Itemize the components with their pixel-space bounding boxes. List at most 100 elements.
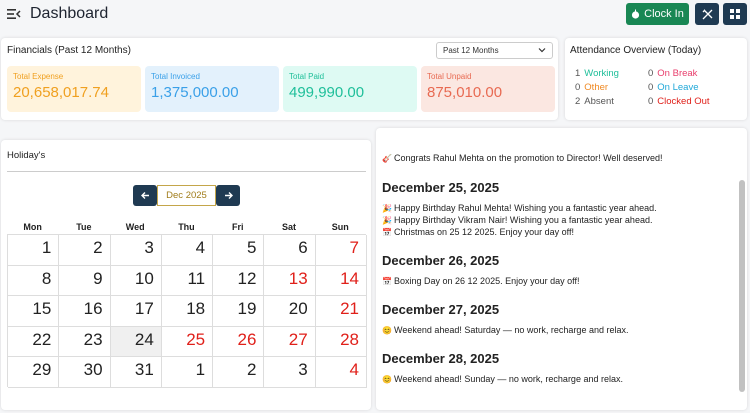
attendance-on-break: 0 On Break xyxy=(648,68,697,79)
total-invoiced-stat: Total Invoiced 1,375,000.00 xyxy=(145,66,279,112)
grid-button[interactable] xyxy=(723,3,747,25)
attendance-working: 1 Working xyxy=(575,68,619,79)
calendar-day[interactable]: 22 xyxy=(8,326,60,358)
calendar-day[interactable]: 25 xyxy=(161,326,214,358)
weekday-header: Wed xyxy=(125,222,145,232)
announcement-item: 📅 Boxing Day on 26 12 2025. Enjoy your da… xyxy=(382,276,579,286)
calendar-day[interactable]: 3 xyxy=(110,235,162,266)
calendar-day[interactable]: 14 xyxy=(315,265,367,297)
calendar-day[interactable]: 2 xyxy=(213,357,265,388)
calendar-day[interactable]: 4 xyxy=(315,357,367,388)
weekday-header: Fri xyxy=(231,222,244,232)
calendar-day[interactable]: 9 xyxy=(59,265,111,297)
calendar-day[interactable]: 12 xyxy=(213,265,265,297)
announcement-text: Happy Birthday Vikram Nair! Wishing you … xyxy=(394,215,653,225)
attendance-count: 2 xyxy=(575,96,581,107)
announcement-text: Weekend ahead! Sunday — no work, recharg… xyxy=(394,374,623,384)
announcement-item: 😊 Weekend ahead! Saturday — no work, rech… xyxy=(382,325,628,335)
calendar-day[interactable]: 1 xyxy=(161,357,214,388)
top-bar: Dashboard Clock In xyxy=(0,0,750,30)
tools-icon xyxy=(702,9,712,19)
announcement-date: December 25, 2025 xyxy=(382,180,500,195)
party-icon: 🎉 xyxy=(382,204,392,213)
calendar-day[interactable]: 2 xyxy=(59,235,111,266)
attendance-card: Attendance Overview (Today) 1 Working 0 On … xyxy=(565,38,747,120)
period-select[interactable]: Past 12 Months xyxy=(436,42,553,59)
calendar-day[interactable]: 30 xyxy=(59,357,111,388)
page-title: Dashboard xyxy=(30,5,109,22)
chevron-down-icon xyxy=(538,48,546,53)
calendar-day[interactable]: 18 xyxy=(161,296,214,327)
calendar-day[interactable]: 4 xyxy=(161,235,214,266)
attendance-label: Other xyxy=(584,82,609,93)
calendar-day[interactable]: 24 xyxy=(110,326,162,358)
weekday-header: Tue xyxy=(76,222,92,232)
stat-label: Total Paid xyxy=(289,72,325,81)
next-month-button[interactable] xyxy=(216,185,240,206)
calendar-day[interactable]: 11 xyxy=(161,265,214,297)
calendar-day[interactable]: 28 xyxy=(315,326,367,358)
stat-label: Total Expense xyxy=(13,72,64,81)
attendance-count: 0 xyxy=(648,96,654,107)
announcement-item: 🎸 Congrats Rahul Mehta on the promotion t… xyxy=(382,153,662,163)
attendance-on-leave: 0 On Leave xyxy=(648,82,699,93)
calendar-day[interactable]: 26 xyxy=(213,326,265,358)
calendar-day[interactable]: 19 xyxy=(213,296,265,327)
announcement-text: Weekend ahead! Saturday — no work, recha… xyxy=(394,325,629,335)
apple-icon xyxy=(632,9,640,19)
financials-card: Financials (Past 12 Months) Past 12 Mont… xyxy=(1,38,558,120)
announcement-date: December 26, 2025 xyxy=(382,253,500,268)
attendance-other: 0 Other xyxy=(575,82,608,93)
calendar-day[interactable]: 20 xyxy=(264,296,316,327)
calendar-day[interactable]: 23 xyxy=(59,326,111,358)
announcement-date: December 28, 2025 xyxy=(382,351,500,366)
calendar-day[interactable]: 21 xyxy=(315,296,367,327)
month-label: Dec 2025 xyxy=(157,185,216,206)
attendance-count: 0 xyxy=(648,82,654,93)
calendar-icon: 📅 xyxy=(382,228,392,237)
financials-title: Financials (Past 12 Months) xyxy=(7,45,131,56)
attendance-absent: 2 Absent xyxy=(575,96,614,107)
period-select-value: Past 12 Months xyxy=(443,46,499,55)
divider xyxy=(7,171,366,172)
calendar-day[interactable]: 31 xyxy=(110,357,162,388)
announcement-text: Christmas on 25 12 2025. Enjoy your day … xyxy=(394,227,574,237)
calendar-day[interactable]: 5 xyxy=(213,235,265,266)
calendar-day[interactable]: 6 xyxy=(264,235,316,266)
calendar-day[interactable]: 27 xyxy=(264,326,316,358)
scrollbar-thumb[interactable] xyxy=(739,180,745,392)
calendar-day[interactable]: 10 xyxy=(110,265,162,297)
calendar-day[interactable]: 1 xyxy=(8,235,60,266)
stat-value: 875,010.00 xyxy=(427,84,503,101)
attendance-title: Attendance Overview (Today) xyxy=(570,45,702,56)
calendar-day[interactable]: 8 xyxy=(8,265,60,297)
attendance-label: Absent xyxy=(584,96,614,107)
clock-in-button[interactable]: Clock In xyxy=(626,3,689,25)
calendar-day[interactable]: 13 xyxy=(264,265,316,297)
weekday-header: Sun xyxy=(331,222,349,232)
announcement-text: Happy Birthday Rahul Mehta! Wishing you … xyxy=(394,203,657,213)
calendar-day[interactable]: 16 xyxy=(59,296,111,327)
calendar-day[interactable]: 15 xyxy=(8,296,60,327)
attendance-label: Working xyxy=(584,68,619,79)
menu-toggle-icon[interactable] xyxy=(7,8,21,20)
announcements-card: 🎸 Congrats Rahul Mehta on the promotion t… xyxy=(376,128,747,410)
arrow-right-icon xyxy=(224,192,233,199)
attendance-count: 0 xyxy=(648,68,654,79)
party-icon: 🎉 xyxy=(382,216,392,225)
calendar-day[interactable]: 7 xyxy=(315,235,367,266)
calendar-icon: 📅 xyxy=(382,277,392,286)
total-expense-stat: Total Expense 20,658,017.74 xyxy=(7,66,141,112)
announcement-text: Boxing Day on 26 12 2025. Enjoy your day… xyxy=(394,276,580,286)
tools-button[interactable] xyxy=(695,3,719,25)
calendar-day[interactable]: 29 xyxy=(8,357,60,388)
prev-month-button[interactable] xyxy=(133,185,157,206)
weekday-header: Thu xyxy=(178,222,195,232)
stat-label: Total Unpaid xyxy=(427,72,472,81)
calendar-day[interactable]: 17 xyxy=(110,296,162,327)
attendance-label: On Break xyxy=(657,68,698,79)
holidays-title: Holiday's xyxy=(7,150,46,161)
arrow-left-icon xyxy=(140,192,149,199)
calendar-day[interactable]: 3 xyxy=(264,357,316,388)
total-paid-stat: Total Paid 499,990.00 xyxy=(283,66,417,112)
